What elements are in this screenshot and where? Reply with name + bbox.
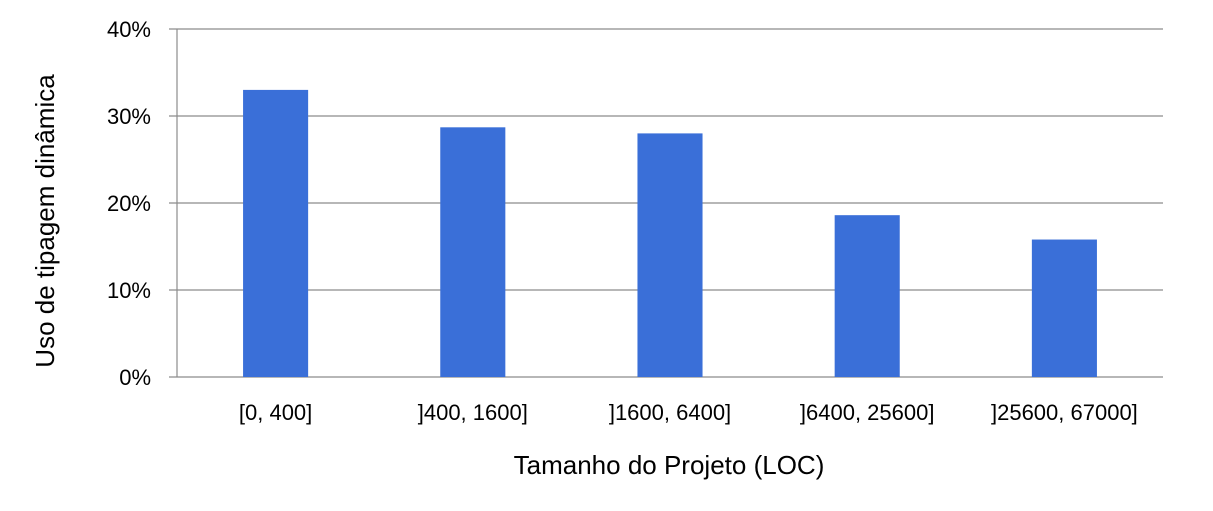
bar [1031, 239, 1097, 377]
x-tick-label: ]400, 1600] [418, 400, 528, 425]
bar [637, 133, 703, 377]
bar [440, 127, 506, 377]
y-axis-title: Uso de tipagem dinâmica [30, 74, 60, 368]
y-tick-label: 20% [107, 191, 151, 216]
x-tick-label: ]1600, 6400] [609, 400, 731, 425]
x-axis-ticks: [0, 400] ]400, 1600] ]1600, 6400] ]6400, 25… [239, 400, 1138, 425]
y-tick-label: 0% [119, 365, 151, 390]
x-tick-label: ]6400, 25600] [800, 400, 935, 425]
y-tick-label: 10% [107, 278, 151, 303]
x-tick-label: [0, 400] [239, 400, 312, 425]
bars [243, 89, 1097, 378]
x-axis-title: Tamanho do Projeto (LOC) [514, 450, 825, 480]
x-tick-label: ]25600, 67000] [991, 400, 1138, 425]
y-axis-ticks: 0% 10% 20% 30% 40% [107, 17, 151, 390]
bar [834, 215, 900, 377]
bar [243, 89, 309, 378]
y-tick-label: 40% [107, 17, 151, 42]
y-tick-label: 30% [107, 104, 151, 129]
